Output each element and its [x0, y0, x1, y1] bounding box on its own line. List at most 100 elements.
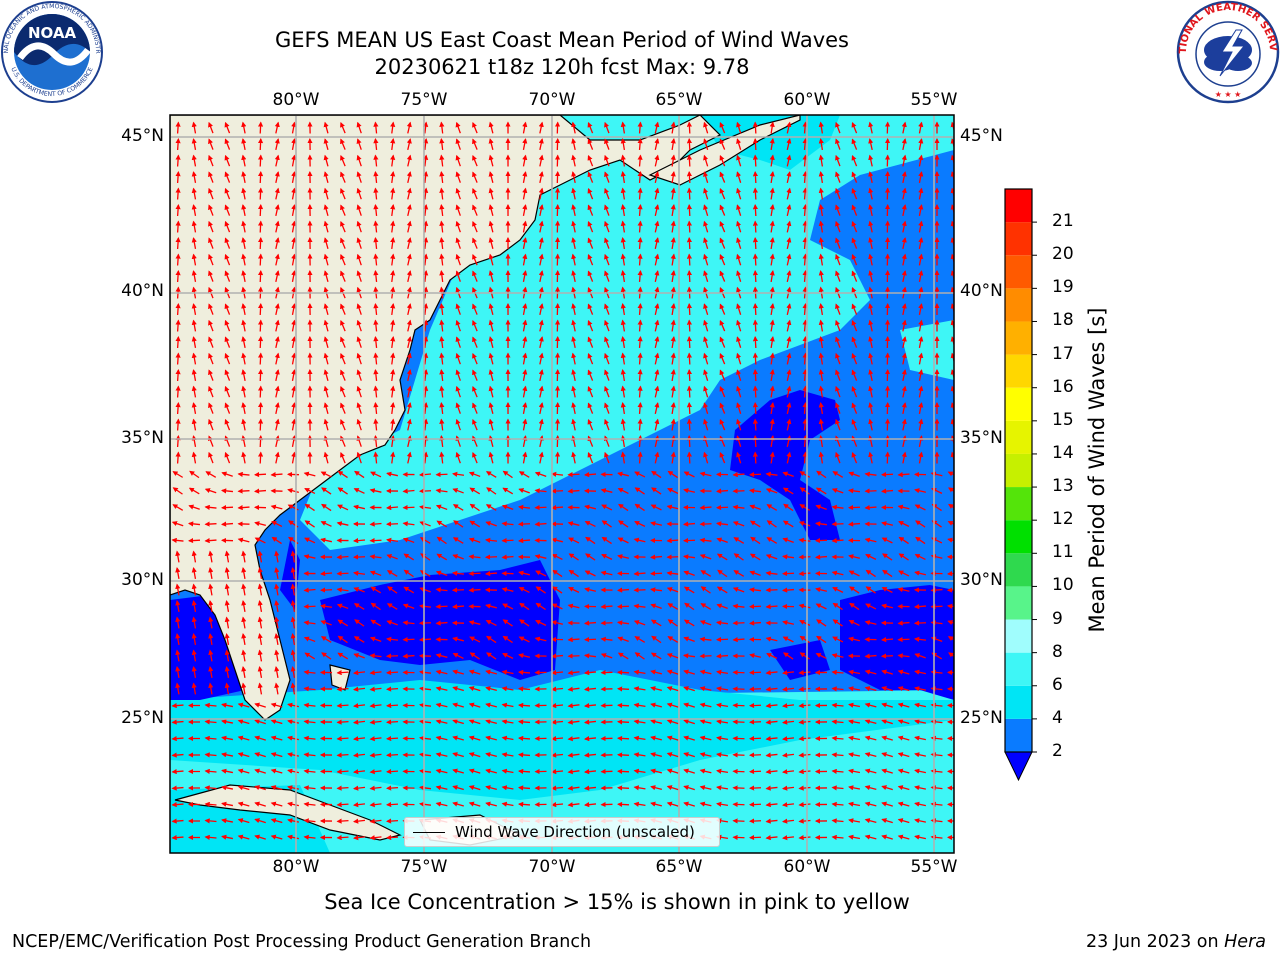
wave-direction-arrow — [356, 352, 362, 365]
wave-direction-arrow — [620, 237, 626, 250]
wave-direction-arrow — [488, 204, 494, 216]
wave-direction-arrow — [517, 538, 531, 544]
wave-direction-arrow — [654, 187, 660, 200]
wave-direction-arrow — [455, 204, 461, 216]
wave-direction-arrow — [670, 270, 676, 283]
wave-direction-arrow — [175, 137, 181, 151]
wave-direction-arrow — [191, 369, 197, 382]
sea-ice-note: Sea Ice Concentration > 15% is shown in … — [324, 890, 910, 914]
wave-direction-arrow — [752, 352, 759, 365]
wave-direction-arrow — [208, 319, 214, 332]
wave-direction-arrow — [686, 203, 693, 217]
wave-direction-arrow — [703, 319, 709, 332]
wave-direction-arrow — [538, 352, 544, 365]
wave-direction-arrow — [340, 336, 346, 348]
wave-direction-arrow — [257, 154, 264, 167]
wave-direction-arrow — [274, 154, 280, 167]
wave-direction-arrow — [340, 319, 346, 332]
wave-direction-arrow — [930, 603, 943, 610]
wave-direction-arrow — [620, 303, 626, 316]
wave-direction-arrow — [257, 203, 264, 217]
wave-direction-arrow — [171, 703, 184, 709]
wave-direction-arrow — [703, 220, 709, 233]
wave-direction-arrow — [522, 138, 528, 151]
wave-direction-arrow — [835, 138, 841, 150]
wave-direction-arrow — [868, 121, 874, 134]
wave-direction-arrow — [637, 335, 643, 349]
wave-direction-arrow — [835, 336, 841, 348]
wave-direction-arrow — [587, 319, 594, 332]
wave-direction-arrow — [654, 253, 660, 266]
wave-direction-arrow — [752, 170, 759, 184]
wave-direction-arrow — [686, 269, 693, 283]
wave-direction-arrow — [752, 451, 759, 464]
wave-direction-arrow — [472, 352, 478, 365]
colorbar-tick-label: 2 — [1052, 741, 1063, 761]
wave-direction-arrow — [435, 620, 448, 626]
wave-direction-arrow — [323, 204, 329, 216]
wave-direction-arrow — [224, 154, 231, 167]
wave-direction-arrow — [257, 302, 264, 316]
wave-direction-arrow — [930, 587, 943, 593]
wave-direction-arrow — [880, 653, 894, 659]
wave-direction-arrow — [864, 505, 877, 511]
wave-direction-arrow — [336, 686, 349, 692]
wave-direction-arrow — [732, 669, 745, 676]
wave-period-region — [730, 390, 840, 540]
wave-direction-arrow — [864, 653, 877, 659]
wave-direction-arrow — [587, 204, 594, 216]
wave-direction-arrow — [522, 336, 528, 349]
wave-direction-arrow — [732, 702, 745, 709]
wave-direction-arrow — [319, 571, 333, 577]
wave-direction-arrow — [587, 270, 594, 282]
colorbar-tick-label: 18 — [1052, 310, 1074, 331]
wave-direction-arrow — [571, 336, 577, 349]
wave-direction-arrow — [171, 818, 184, 824]
wave-direction-arrow — [835, 220, 841, 233]
wave-direction-arrow — [818, 319, 824, 332]
wave-direction-arrow — [208, 171, 214, 183]
noaa-text: NOAA — [28, 24, 77, 42]
wave-direction-arrow — [918, 303, 924, 316]
wave-direction-arrow — [488, 154, 494, 167]
wave-direction-arrow — [208, 121, 214, 134]
wave-direction-arrow — [736, 171, 742, 183]
wave-direction-arrow — [406, 352, 412, 365]
wave-direction-arrow — [571, 187, 577, 200]
wave-direction-arrow — [187, 537, 201, 544]
wave-direction-arrow — [686, 236, 693, 250]
wave-direction-arrow — [439, 253, 445, 266]
wave-direction-arrow — [204, 521, 217, 527]
wave-direction-arrow — [732, 735, 745, 742]
wave-direction-arrow — [769, 336, 775, 349]
wave-direction-arrow — [670, 253, 676, 266]
wave-direction-arrow — [390, 352, 396, 365]
wave-direction-arrow — [868, 352, 874, 365]
wave-direction-arrow — [488, 171, 494, 183]
wave-direction-arrow — [323, 319, 329, 332]
wave-direction-arrow — [418, 472, 432, 478]
wave-direction-arrow — [620, 336, 626, 349]
wave-direction-arrow — [802, 302, 808, 316]
wave-direction-arrow — [340, 138, 346, 150]
wave-direction-arrow — [538, 237, 544, 250]
wave-direction-arrow — [818, 336, 824, 349]
wave-direction-arrow — [719, 154, 726, 167]
wave-direction-arrow — [369, 521, 382, 527]
wave-direction-arrow — [918, 352, 924, 365]
wave-direction-arrow — [352, 538, 366, 544]
colorbar-tick-label: 4 — [1052, 707, 1063, 728]
wave-direction-arrow — [385, 785, 399, 791]
wave-direction-arrow — [769, 171, 775, 184]
wave-direction-arrow — [336, 802, 349, 808]
wave-direction-arrow — [171, 785, 184, 791]
wave-direction-arrow — [241, 121, 247, 134]
wave-direction-arrow — [171, 802, 184, 808]
wave-direction-arrow — [637, 253, 643, 266]
wave-direction-arrow — [616, 587, 630, 593]
wave-direction-arrow — [918, 253, 924, 266]
wave-direction-arrow — [616, 785, 630, 791]
wave-direction-arrow — [191, 336, 197, 349]
wave-direction-arrow — [752, 302, 759, 316]
wave-direction-arrow — [587, 138, 594, 150]
